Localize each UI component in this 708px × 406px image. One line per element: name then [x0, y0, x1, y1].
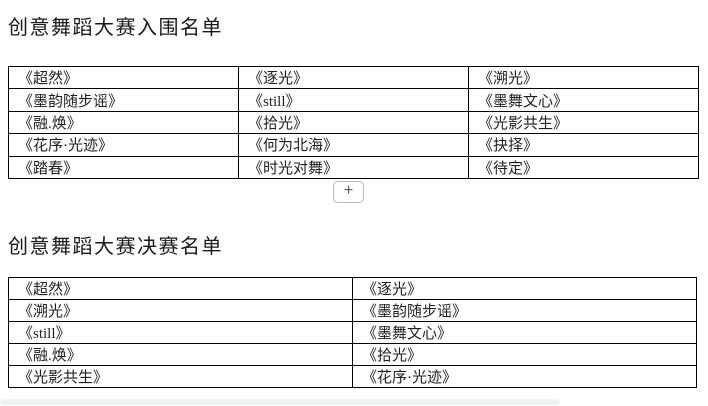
- table-cell: 《踏春》: [8, 155, 239, 179]
- table-cell: 《拾光》: [352, 343, 697, 366]
- table-cell: 《墨舞文心》: [468, 88, 699, 112]
- table-row: 《融.焕》 《拾光》 《光影共生》: [8, 110, 699, 135]
- table-cell: 《still》: [238, 88, 469, 112]
- table-cell: 《still》: [8, 321, 353, 344]
- insert-row-button[interactable]: +: [333, 181, 364, 203]
- table-cell: 《光影共生》: [8, 365, 353, 388]
- table-cell: 《拾光》: [238, 110, 469, 135]
- table-cell: 《墨韵随步谣》: [8, 88, 239, 112]
- table-cell: 《融.焕》: [8, 110, 239, 135]
- table-row: 《墨韵随步谣》 《still》 《墨舞文心》: [8, 88, 699, 112]
- table-cell: 《时光对舞》: [238, 155, 469, 179]
- table-row: 《still》 《墨舞文心》: [8, 321, 697, 344]
- horizontal-scrollbar[interactable]: [0, 399, 560, 405]
- table-cell: 《待定》: [468, 155, 699, 179]
- final-table: 《超然》 《逐光》 《溯光》 《墨韵随步谣》 《still》 《墨舞文心》 《融…: [8, 277, 697, 388]
- table-row: 《溯光》 《墨韵随步谣》: [8, 299, 697, 322]
- table-cell: 《花序·光迹》: [8, 133, 239, 157]
- table-row: 《超然》 《逐光》 《溯光》: [8, 65, 699, 90]
- finalist-table: 《超然》 《逐光》 《溯光》 《墨韵随步谣》 《still》 《墨舞文心》 《融…: [8, 65, 699, 179]
- table-cell: 《溯光》: [8, 299, 353, 322]
- table-cell: 《溯光》: [468, 65, 699, 90]
- table-cell: 《逐光》: [238, 65, 469, 90]
- table-cell: 《融.焕》: [8, 343, 353, 366]
- table-cell: 《花序·光迹》: [352, 365, 697, 388]
- table-row: 《踏春》 《时光对舞》 《待定》: [8, 155, 699, 179]
- table-cell: 《墨舞文心》: [352, 321, 697, 344]
- table-row: 《光影共生》 《花序·光迹》: [8, 365, 697, 388]
- table-cell: 《抉择》: [468, 133, 699, 157]
- table-cell: 《逐光》: [352, 277, 697, 300]
- table-row: 《花序·光迹》 《何为北海》 《抉择》: [8, 133, 699, 157]
- table-row: 《融.焕》 《拾光》: [8, 343, 697, 366]
- table-cell: 《光影共生》: [468, 110, 699, 135]
- table-row: 《超然》 《逐光》: [8, 277, 697, 300]
- table-cell: 《超然》: [8, 277, 353, 300]
- final-list-title: 创意舞蹈大赛决赛名单: [8, 236, 223, 259]
- finalist-list-title: 创意舞蹈大赛入围名单: [8, 17, 223, 40]
- table-cell: 《超然》: [8, 65, 239, 90]
- table-cell: 《墨韵随步谣》: [352, 299, 697, 322]
- table-cell: 《何为北海》: [238, 133, 469, 157]
